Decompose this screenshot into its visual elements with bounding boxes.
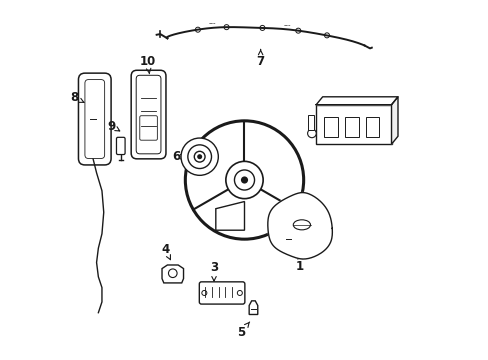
Text: ---: --- xyxy=(208,20,216,26)
Circle shape xyxy=(241,176,247,184)
Circle shape xyxy=(197,154,202,159)
Text: 2: 2 xyxy=(372,122,386,135)
Text: 6: 6 xyxy=(172,150,185,163)
FancyBboxPatch shape xyxy=(116,137,125,154)
FancyBboxPatch shape xyxy=(316,105,391,144)
FancyBboxPatch shape xyxy=(85,80,104,158)
Polygon shape xyxy=(316,97,397,105)
Text: 10: 10 xyxy=(139,55,156,74)
Text: 7: 7 xyxy=(256,50,264,68)
Polygon shape xyxy=(249,301,257,315)
Circle shape xyxy=(187,145,211,168)
Text: 1: 1 xyxy=(295,254,304,273)
Text: 9: 9 xyxy=(107,120,120,133)
Circle shape xyxy=(307,129,316,138)
Circle shape xyxy=(234,170,254,190)
Circle shape xyxy=(225,161,263,199)
Polygon shape xyxy=(215,202,244,230)
FancyBboxPatch shape xyxy=(308,116,313,130)
FancyBboxPatch shape xyxy=(136,75,161,154)
Text: 4: 4 xyxy=(161,243,170,260)
Polygon shape xyxy=(267,193,332,259)
Polygon shape xyxy=(391,97,397,144)
Circle shape xyxy=(194,151,204,162)
Text: 3: 3 xyxy=(209,261,218,281)
Circle shape xyxy=(181,138,218,175)
Polygon shape xyxy=(162,265,183,283)
FancyBboxPatch shape xyxy=(199,282,244,304)
Text: 5: 5 xyxy=(236,322,249,339)
FancyBboxPatch shape xyxy=(131,70,165,159)
Text: 8: 8 xyxy=(70,91,84,104)
Text: ---: --- xyxy=(283,23,291,28)
FancyBboxPatch shape xyxy=(78,73,111,165)
